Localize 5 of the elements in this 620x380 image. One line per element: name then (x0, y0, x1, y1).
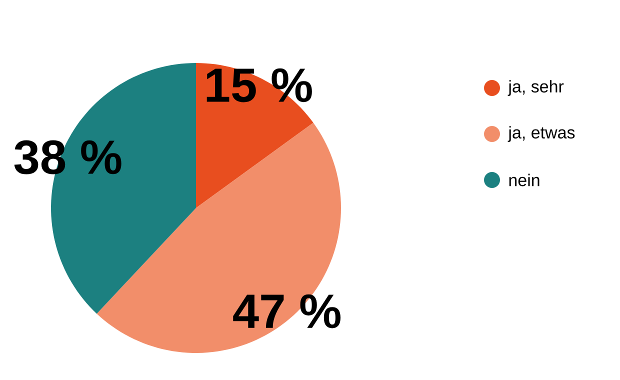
data-label: 47 % (233, 294, 340, 328)
legend-label: ja, etwas (508, 126, 575, 142)
legend-label: ja, sehr (508, 80, 564, 96)
legend-label: nein (509, 174, 540, 186)
data-label: 15 % (206, 68, 312, 102)
